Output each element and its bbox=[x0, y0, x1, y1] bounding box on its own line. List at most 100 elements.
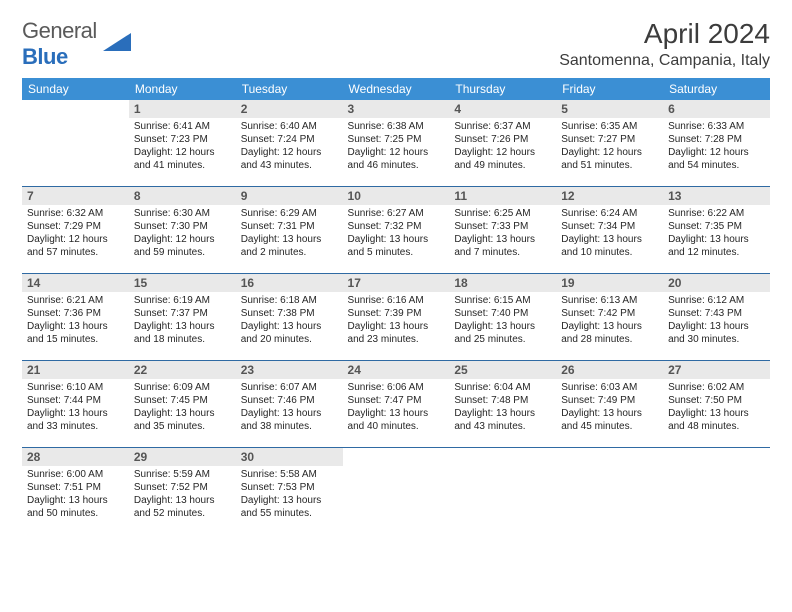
day-number: 14 bbox=[22, 274, 129, 292]
day-number: 6 bbox=[663, 100, 770, 118]
calendar-table: SundayMondayTuesdayWednesdayThursdayFrid… bbox=[22, 78, 770, 534]
day-number: 24 bbox=[343, 361, 450, 379]
calendar-day: 28Sunrise: 6:00 AMSunset: 7:51 PMDayligh… bbox=[22, 448, 129, 535]
day-number: 22 bbox=[129, 361, 236, 379]
calendar-day: 5Sunrise: 6:35 AMSunset: 7:27 PMDaylight… bbox=[556, 100, 663, 187]
day-details: Sunrise: 6:37 AMSunset: 7:26 PMDaylight:… bbox=[449, 118, 556, 176]
day-details: Sunrise: 6:13 AMSunset: 7:42 PMDaylight:… bbox=[556, 292, 663, 350]
calendar-day-empty bbox=[22, 100, 129, 187]
calendar-day: 19Sunrise: 6:13 AMSunset: 7:42 PMDayligh… bbox=[556, 274, 663, 361]
day-number: 21 bbox=[22, 361, 129, 379]
weekday-header: Sunday bbox=[22, 78, 129, 100]
calendar-day: 12Sunrise: 6:24 AMSunset: 7:34 PMDayligh… bbox=[556, 187, 663, 274]
calendar-day: 25Sunrise: 6:04 AMSunset: 7:48 PMDayligh… bbox=[449, 361, 556, 448]
calendar-day: 27Sunrise: 6:02 AMSunset: 7:50 PMDayligh… bbox=[663, 361, 770, 448]
day-details: Sunrise: 6:02 AMSunset: 7:50 PMDaylight:… bbox=[663, 379, 770, 437]
day-number: 25 bbox=[449, 361, 556, 379]
weekday-header: Wednesday bbox=[343, 78, 450, 100]
calendar-day: 29Sunrise: 5:59 AMSunset: 7:52 PMDayligh… bbox=[129, 448, 236, 535]
day-details: Sunrise: 6:29 AMSunset: 7:31 PMDaylight:… bbox=[236, 205, 343, 263]
day-details: Sunrise: 6:18 AMSunset: 7:38 PMDaylight:… bbox=[236, 292, 343, 350]
calendar-day: 3Sunrise: 6:38 AMSunset: 7:25 PMDaylight… bbox=[343, 100, 450, 187]
calendar-day: 26Sunrise: 6:03 AMSunset: 7:49 PMDayligh… bbox=[556, 361, 663, 448]
day-number: 4 bbox=[449, 100, 556, 118]
day-details: Sunrise: 5:58 AMSunset: 7:53 PMDaylight:… bbox=[236, 466, 343, 524]
day-details: Sunrise: 6:09 AMSunset: 7:45 PMDaylight:… bbox=[129, 379, 236, 437]
day-details: Sunrise: 6:03 AMSunset: 7:49 PMDaylight:… bbox=[556, 379, 663, 437]
calendar-day: 11Sunrise: 6:25 AMSunset: 7:33 PMDayligh… bbox=[449, 187, 556, 274]
calendar-day: 17Sunrise: 6:16 AMSunset: 7:39 PMDayligh… bbox=[343, 274, 450, 361]
calendar-day: 4Sunrise: 6:37 AMSunset: 7:26 PMDaylight… bbox=[449, 100, 556, 187]
day-number: 15 bbox=[129, 274, 236, 292]
day-number: 3 bbox=[343, 100, 450, 118]
day-number: 26 bbox=[556, 361, 663, 379]
calendar-day-empty bbox=[663, 448, 770, 535]
day-number: 30 bbox=[236, 448, 343, 466]
day-details: Sunrise: 6:30 AMSunset: 7:30 PMDaylight:… bbox=[129, 205, 236, 263]
calendar-day: 21Sunrise: 6:10 AMSunset: 7:44 PMDayligh… bbox=[22, 361, 129, 448]
weekday-header: Thursday bbox=[449, 78, 556, 100]
day-details: Sunrise: 6:15 AMSunset: 7:40 PMDaylight:… bbox=[449, 292, 556, 350]
day-number: 13 bbox=[663, 187, 770, 205]
calendar-day: 9Sunrise: 6:29 AMSunset: 7:31 PMDaylight… bbox=[236, 187, 343, 274]
calendar-day: 30Sunrise: 5:58 AMSunset: 7:53 PMDayligh… bbox=[236, 448, 343, 535]
day-number: 29 bbox=[129, 448, 236, 466]
day-details: Sunrise: 6:04 AMSunset: 7:48 PMDaylight:… bbox=[449, 379, 556, 437]
day-details: Sunrise: 6:16 AMSunset: 7:39 PMDaylight:… bbox=[343, 292, 450, 350]
calendar-day-empty bbox=[556, 448, 663, 535]
day-number: 12 bbox=[556, 187, 663, 205]
location: Santomenna, Campania, Italy bbox=[559, 52, 770, 70]
weekday-header: Friday bbox=[556, 78, 663, 100]
calendar-day: 14Sunrise: 6:21 AMSunset: 7:36 PMDayligh… bbox=[22, 274, 129, 361]
day-details: Sunrise: 6:19 AMSunset: 7:37 PMDaylight:… bbox=[129, 292, 236, 350]
calendar-day: 6Sunrise: 6:33 AMSunset: 7:28 PMDaylight… bbox=[663, 100, 770, 187]
calendar-day: 8Sunrise: 6:30 AMSunset: 7:30 PMDaylight… bbox=[129, 187, 236, 274]
day-number: 9 bbox=[236, 187, 343, 205]
calendar-day: 23Sunrise: 6:07 AMSunset: 7:46 PMDayligh… bbox=[236, 361, 343, 448]
day-number: 23 bbox=[236, 361, 343, 379]
calendar-day: 16Sunrise: 6:18 AMSunset: 7:38 PMDayligh… bbox=[236, 274, 343, 361]
day-number: 18 bbox=[449, 274, 556, 292]
weekday-header: Saturday bbox=[663, 78, 770, 100]
brand-logo: General Blue bbox=[22, 18, 133, 70]
weekday-header: Tuesday bbox=[236, 78, 343, 100]
day-details: Sunrise: 6:12 AMSunset: 7:43 PMDaylight:… bbox=[663, 292, 770, 350]
header: General Blue April 2024 Santomenna, Camp… bbox=[22, 18, 770, 70]
calendar-day: 13Sunrise: 6:22 AMSunset: 7:35 PMDayligh… bbox=[663, 187, 770, 274]
day-number: 19 bbox=[556, 274, 663, 292]
day-details: Sunrise: 6:27 AMSunset: 7:32 PMDaylight:… bbox=[343, 205, 450, 263]
brand-triangle-icon bbox=[103, 31, 133, 57]
day-details: Sunrise: 6:21 AMSunset: 7:36 PMDaylight:… bbox=[22, 292, 129, 350]
day-number: 2 bbox=[236, 100, 343, 118]
day-number: 28 bbox=[22, 448, 129, 466]
brand-text: General Blue bbox=[22, 18, 97, 70]
title-block: April 2024 Santomenna, Campania, Italy bbox=[559, 18, 770, 70]
brand-part2: Blue bbox=[22, 44, 68, 69]
calendar-body: 1Sunrise: 6:41 AMSunset: 7:23 PMDaylight… bbox=[22, 100, 770, 534]
day-details: Sunrise: 6:35 AMSunset: 7:27 PMDaylight:… bbox=[556, 118, 663, 176]
day-number: 20 bbox=[663, 274, 770, 292]
calendar-day: 7Sunrise: 6:32 AMSunset: 7:29 PMDaylight… bbox=[22, 187, 129, 274]
day-number: 8 bbox=[129, 187, 236, 205]
day-details: Sunrise: 6:24 AMSunset: 7:34 PMDaylight:… bbox=[556, 205, 663, 263]
day-details: Sunrise: 6:06 AMSunset: 7:47 PMDaylight:… bbox=[343, 379, 450, 437]
calendar-week-row: 1Sunrise: 6:41 AMSunset: 7:23 PMDaylight… bbox=[22, 100, 770, 187]
weekday-header-row: SundayMondayTuesdayWednesdayThursdayFrid… bbox=[22, 78, 770, 100]
calendar-day: 15Sunrise: 6:19 AMSunset: 7:37 PMDayligh… bbox=[129, 274, 236, 361]
calendar-day: 1Sunrise: 6:41 AMSunset: 7:23 PMDaylight… bbox=[129, 100, 236, 187]
day-details: Sunrise: 6:10 AMSunset: 7:44 PMDaylight:… bbox=[22, 379, 129, 437]
month-title: April 2024 bbox=[559, 18, 770, 50]
day-details: Sunrise: 6:40 AMSunset: 7:24 PMDaylight:… bbox=[236, 118, 343, 176]
calendar-week-row: 28Sunrise: 6:00 AMSunset: 7:51 PMDayligh… bbox=[22, 448, 770, 535]
day-number: 1 bbox=[129, 100, 236, 118]
day-details: Sunrise: 6:07 AMSunset: 7:46 PMDaylight:… bbox=[236, 379, 343, 437]
calendar-day: 22Sunrise: 6:09 AMSunset: 7:45 PMDayligh… bbox=[129, 361, 236, 448]
day-number: 7 bbox=[22, 187, 129, 205]
day-number: 10 bbox=[343, 187, 450, 205]
brand-part1: General bbox=[22, 18, 97, 43]
calendar-day: 10Sunrise: 6:27 AMSunset: 7:32 PMDayligh… bbox=[343, 187, 450, 274]
day-details: Sunrise: 5:59 AMSunset: 7:52 PMDaylight:… bbox=[129, 466, 236, 524]
day-details: Sunrise: 6:38 AMSunset: 7:25 PMDaylight:… bbox=[343, 118, 450, 176]
calendar-week-row: 7Sunrise: 6:32 AMSunset: 7:29 PMDaylight… bbox=[22, 187, 770, 274]
day-number: 17 bbox=[343, 274, 450, 292]
